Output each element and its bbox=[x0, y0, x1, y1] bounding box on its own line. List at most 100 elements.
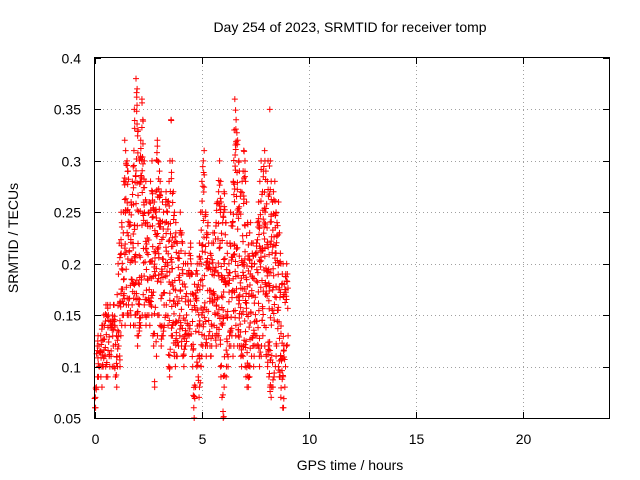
data-point bbox=[225, 272, 232, 279]
data-point bbox=[121, 137, 128, 144]
data-point bbox=[203, 339, 210, 346]
data-point bbox=[118, 250, 125, 257]
data-point bbox=[276, 335, 283, 342]
data-point bbox=[223, 335, 230, 342]
data-point bbox=[271, 293, 278, 300]
data-point bbox=[118, 242, 125, 249]
data-point bbox=[254, 341, 261, 348]
data-point bbox=[147, 178, 154, 185]
data-point bbox=[175, 298, 182, 305]
data-point bbox=[151, 384, 158, 391]
data-point bbox=[207, 287, 214, 294]
data-point bbox=[135, 192, 142, 199]
data-point bbox=[221, 190, 228, 197]
data-point bbox=[138, 156, 145, 163]
data-point bbox=[194, 271, 201, 277]
data-point bbox=[140, 259, 147, 266]
data-point bbox=[115, 328, 122, 335]
data-point bbox=[219, 320, 226, 327]
data-point bbox=[275, 199, 282, 205]
data-point bbox=[115, 271, 122, 278]
data-point bbox=[148, 312, 155, 319]
data-point bbox=[179, 325, 186, 332]
data-point bbox=[104, 305, 111, 312]
data-point bbox=[141, 273, 148, 280]
data-point bbox=[211, 267, 218, 274]
data-point bbox=[273, 210, 280, 217]
data-point bbox=[142, 238, 149, 245]
data-point bbox=[208, 352, 215, 359]
data-point bbox=[92, 404, 99, 411]
data-point bbox=[113, 384, 120, 391]
data-point bbox=[120, 300, 127, 307]
data-point bbox=[214, 235, 221, 242]
data-point bbox=[182, 343, 189, 349]
data-point bbox=[92, 394, 99, 401]
data-point bbox=[161, 289, 168, 296]
data-point bbox=[199, 248, 206, 255]
data-point bbox=[126, 223, 133, 230]
data-point bbox=[189, 353, 196, 360]
data-point bbox=[111, 324, 118, 331]
data-point bbox=[281, 347, 288, 354]
data-point bbox=[98, 326, 105, 333]
data-point bbox=[240, 192, 247, 199]
data-point bbox=[180, 352, 187, 359]
data-point bbox=[201, 314, 208, 321]
data-point bbox=[202, 211, 209, 218]
data-point bbox=[236, 291, 243, 298]
data-point bbox=[161, 263, 168, 270]
data-point bbox=[278, 384, 285, 391]
data-point bbox=[133, 89, 140, 96]
data-point bbox=[223, 266, 230, 273]
data-point bbox=[182, 284, 189, 291]
data-point bbox=[158, 295, 165, 302]
data-point bbox=[266, 162, 273, 169]
data-point bbox=[198, 227, 205, 234]
data-point bbox=[245, 374, 252, 381]
data-point bbox=[149, 157, 156, 164]
data-point bbox=[269, 359, 276, 366]
data-point bbox=[200, 157, 207, 164]
data-point bbox=[220, 315, 227, 322]
data-point bbox=[116, 352, 123, 359]
data-point bbox=[135, 300, 142, 307]
data-point bbox=[156, 312, 163, 319]
data-point bbox=[165, 351, 172, 358]
data-point bbox=[119, 260, 126, 267]
data-point bbox=[211, 229, 218, 236]
data-point bbox=[154, 278, 161, 285]
data-point bbox=[191, 302, 198, 309]
data-point bbox=[241, 148, 248, 155]
data-point bbox=[154, 230, 161, 237]
data-point bbox=[166, 373, 173, 380]
data-point bbox=[218, 320, 225, 327]
data-point bbox=[187, 252, 194, 259]
data-point bbox=[200, 234, 207, 241]
data-point bbox=[233, 285, 240, 292]
data-point bbox=[234, 226, 241, 233]
data-point bbox=[221, 384, 228, 391]
data-point bbox=[164, 262, 171, 269]
data-point bbox=[262, 324, 269, 331]
data-point bbox=[116, 317, 123, 324]
data-point bbox=[242, 178, 249, 185]
data-point bbox=[244, 360, 251, 367]
data-point bbox=[262, 205, 269, 212]
data-point bbox=[285, 332, 292, 339]
data-point bbox=[236, 203, 243, 210]
data-point bbox=[230, 157, 237, 164]
data-point bbox=[134, 128, 141, 135]
data-point bbox=[254, 269, 261, 276]
data-point bbox=[137, 179, 144, 186]
data-point bbox=[181, 346, 188, 353]
data-point bbox=[149, 214, 156, 221]
data-point bbox=[266, 282, 273, 289]
data-point bbox=[198, 178, 205, 185]
data-point bbox=[124, 229, 131, 236]
data-point bbox=[121, 175, 128, 182]
data-point bbox=[165, 198, 172, 205]
data-point bbox=[226, 240, 233, 247]
data-point bbox=[134, 308, 141, 315]
data-point bbox=[235, 300, 242, 307]
